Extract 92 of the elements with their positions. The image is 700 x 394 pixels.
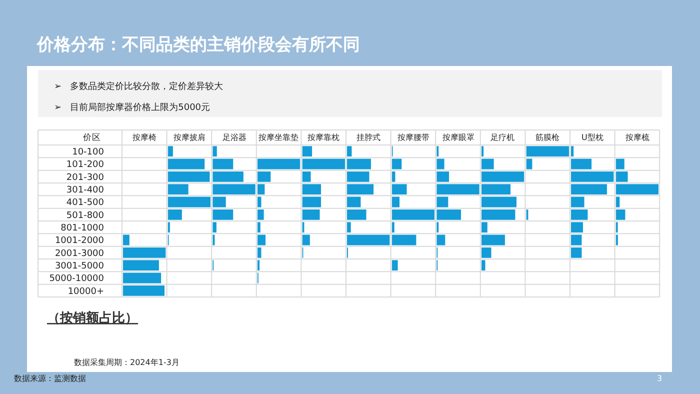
chart-title: 按摩坐靠垫: [258, 133, 298, 142]
bar: [571, 247, 582, 258]
bar: [257, 209, 264, 220]
bar: [347, 171, 370, 182]
text: 3: [657, 374, 662, 383]
bar: [571, 158, 592, 170]
bar: [257, 247, 262, 258]
bar: [257, 260, 260, 271]
bar: [347, 196, 361, 208]
bar: [302, 196, 322, 208]
bar: [571, 209, 588, 220]
bar: [347, 209, 366, 220]
bar: [302, 184, 322, 195]
bar: [392, 260, 398, 271]
bar: [123, 285, 165, 296]
bar: [571, 234, 582, 246]
y-tick-label: 2001-3000: [54, 248, 104, 259]
bar: [436, 158, 444, 170]
y-tick-label: 5000-10000: [49, 274, 104, 284]
bar: [571, 184, 607, 195]
bar: [616, 209, 626, 220]
bar: [302, 209, 320, 220]
bar: [571, 196, 584, 208]
bar: [481, 247, 492, 258]
bar: [123, 234, 130, 246]
y-tick-label: 801-1000: [60, 223, 104, 234]
text: 价格分布：不同品类的主销价段会有所不同: [36, 35, 360, 55]
bar: [212, 158, 234, 170]
y-tick-label: 10000+: [68, 286, 104, 297]
bar: [571, 146, 574, 157]
chart-title: 挂脖式: [356, 133, 380, 142]
y-tick-label: 101-200: [66, 160, 104, 170]
chart-title: 足疗机: [490, 133, 514, 142]
source-note: 数据来源：监测数据: [14, 374, 86, 383]
text: （按销额占比）: [47, 310, 138, 326]
bar: [168, 184, 188, 195]
bar: [302, 171, 311, 182]
bar: [257, 222, 260, 233]
chart-title: 筋膜枪: [535, 133, 560, 142]
bar: [481, 234, 505, 246]
bar: [481, 209, 516, 220]
bar: [481, 196, 516, 208]
bar: [481, 146, 484, 157]
y-tick-label: 201-300: [66, 172, 104, 183]
bar: [212, 209, 234, 220]
bar: [168, 209, 182, 220]
bar: [571, 222, 583, 233]
bar: [347, 146, 352, 157]
chart-title: 按摩靠枕: [307, 133, 340, 142]
y-tick-label: 301-400: [66, 185, 104, 196]
bar: [392, 196, 400, 208]
chart-title: 按摩椅: [132, 133, 156, 142]
bar: [347, 222, 351, 233]
y-tick-label: 1001-2000: [54, 236, 104, 246]
bar: [616, 158, 624, 170]
bar: [436, 171, 450, 182]
bar: [481, 222, 488, 233]
bar: [302, 146, 312, 157]
bar: [347, 184, 374, 195]
bar: [257, 234, 266, 246]
bar: [481, 158, 494, 170]
bar: [436, 234, 446, 246]
bar: [212, 222, 216, 233]
bar: [168, 146, 173, 157]
bar: [212, 146, 217, 157]
bar: [481, 260, 486, 271]
chart-title: U型枕: [581, 133, 604, 142]
y-axis-title: 价区: [82, 132, 101, 143]
y-tick-label: 10-100: [72, 147, 104, 158]
y-tick-label: 501-800: [66, 210, 104, 221]
y-tick-label: 3001-5000: [54, 261, 104, 272]
chart-title: 足浴器: [222, 133, 246, 142]
chart-title: 按摩梳: [625, 133, 650, 142]
bar: [123, 272, 162, 284]
chart-title: 按摩披肩: [173, 133, 206, 142]
bar: [123, 260, 159, 271]
bar: [302, 234, 310, 246]
bar: [436, 196, 448, 208]
bar: [168, 171, 210, 182]
chart-title: 按摩腰带: [397, 133, 430, 142]
bar: [347, 158, 371, 170]
bar: [392, 158, 402, 170]
bar: [212, 171, 244, 182]
bar: [257, 171, 271, 182]
bar: [168, 158, 205, 170]
y-tick-label: 401-500: [66, 198, 104, 208]
bar: [392, 222, 394, 233]
text: ➢ 多数品类定价比较分散，定价差异较大: [54, 81, 224, 92]
chart-title: 按摩眼罩: [442, 133, 474, 142]
text: ➢ 目前局部按摩器价格上限为5000元: [54, 102, 210, 113]
text: 数据采集周期：2024年1-3月: [74, 358, 180, 367]
bar: [392, 184, 407, 195]
